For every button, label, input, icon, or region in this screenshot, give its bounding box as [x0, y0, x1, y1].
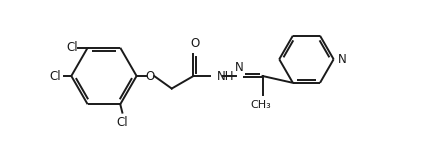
- Text: N: N: [338, 53, 346, 66]
- Text: N: N: [235, 61, 244, 74]
- Text: CH₃: CH₃: [250, 100, 271, 110]
- Text: O: O: [190, 37, 199, 50]
- Text: NH: NH: [216, 69, 234, 83]
- Text: Cl: Cl: [117, 116, 128, 129]
- Text: Cl: Cl: [66, 41, 78, 54]
- Text: O: O: [145, 69, 155, 83]
- Text: Cl: Cl: [49, 69, 61, 83]
